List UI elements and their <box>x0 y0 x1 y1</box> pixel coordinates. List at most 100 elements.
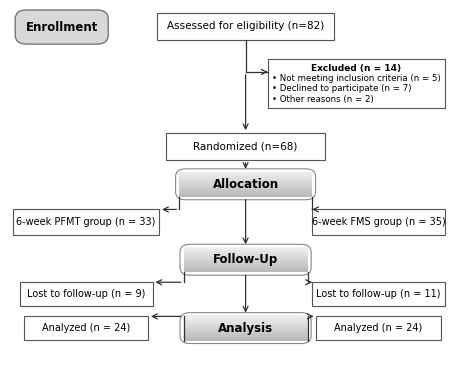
Bar <box>183 327 308 328</box>
Text: Analysis: Analysis <box>218 322 273 335</box>
Bar <box>183 319 308 320</box>
Bar <box>183 258 308 259</box>
FancyBboxPatch shape <box>317 316 440 340</box>
Bar <box>179 196 312 197</box>
Bar <box>179 176 312 177</box>
Bar <box>183 325 308 326</box>
FancyBboxPatch shape <box>157 13 334 40</box>
Bar <box>183 326 308 327</box>
Bar <box>179 187 312 188</box>
Bar <box>183 251 308 252</box>
Bar <box>183 335 308 336</box>
Bar <box>183 258 308 259</box>
Bar <box>183 325 308 326</box>
Text: 6-week FMS group (n = 35): 6-week FMS group (n = 35) <box>311 217 446 227</box>
Bar <box>179 178 312 179</box>
Bar <box>179 194 312 195</box>
FancyBboxPatch shape <box>24 316 148 340</box>
Bar <box>179 180 312 181</box>
Bar <box>179 179 312 180</box>
Bar <box>179 172 312 173</box>
Bar <box>183 338 308 339</box>
Bar <box>183 317 308 318</box>
Bar <box>179 185 312 186</box>
Text: Lost to follow-up (n = 11): Lost to follow-up (n = 11) <box>316 289 441 299</box>
Text: Enrollment: Enrollment <box>26 20 98 34</box>
Bar <box>183 326 308 327</box>
Bar <box>179 188 312 189</box>
Bar <box>183 321 308 322</box>
Bar <box>183 320 308 321</box>
Bar <box>183 315 308 316</box>
Bar <box>183 270 308 271</box>
Text: Follow-Up: Follow-Up <box>213 253 278 266</box>
Bar <box>183 269 308 270</box>
Bar <box>183 322 308 323</box>
Bar <box>179 186 312 187</box>
Bar <box>183 334 308 335</box>
Bar <box>183 247 308 248</box>
Bar <box>183 254 308 255</box>
Text: Excluded (n = 14): Excluded (n = 14) <box>311 64 401 73</box>
Bar <box>183 260 308 261</box>
Bar <box>183 271 308 272</box>
FancyBboxPatch shape <box>312 282 445 306</box>
Bar <box>183 253 308 254</box>
Bar <box>183 322 308 323</box>
Text: • Not meeting inclusion criteria (n = 5): • Not meeting inclusion criteria (n = 5) <box>272 74 441 83</box>
Bar <box>183 324 308 325</box>
Bar <box>179 195 312 196</box>
Bar <box>183 251 308 252</box>
Text: Assessed for eligibility (n=82): Assessed for eligibility (n=82) <box>167 21 324 31</box>
Bar <box>179 173 312 174</box>
Bar <box>183 247 308 248</box>
FancyBboxPatch shape <box>166 133 325 160</box>
Bar <box>183 267 308 268</box>
Text: 6-week PFMT group (n = 33): 6-week PFMT group (n = 33) <box>17 217 156 227</box>
Bar <box>183 250 308 251</box>
Bar <box>183 323 308 324</box>
Bar <box>179 173 312 174</box>
Bar <box>179 181 312 182</box>
Bar <box>183 252 308 253</box>
Text: Randomized (n=68): Randomized (n=68) <box>193 142 298 151</box>
Bar <box>183 261 308 262</box>
Bar <box>179 190 312 191</box>
Bar <box>179 193 312 194</box>
Bar <box>183 256 308 257</box>
Bar <box>183 263 308 264</box>
FancyBboxPatch shape <box>15 10 108 44</box>
Bar <box>179 177 312 178</box>
Bar <box>183 333 308 334</box>
FancyBboxPatch shape <box>312 210 445 235</box>
Bar <box>183 254 308 255</box>
Bar <box>179 183 312 184</box>
Bar <box>179 191 312 192</box>
Bar <box>179 182 312 183</box>
Bar <box>183 340 308 341</box>
Bar <box>183 316 308 317</box>
Bar <box>183 335 308 336</box>
Text: • Other reasons (n = 2): • Other reasons (n = 2) <box>272 95 374 104</box>
Bar <box>183 255 308 256</box>
Bar <box>183 318 308 319</box>
Bar <box>183 255 308 256</box>
Bar <box>183 329 308 330</box>
FancyBboxPatch shape <box>19 282 153 306</box>
Bar <box>179 178 312 179</box>
Bar <box>183 250 308 251</box>
Text: Analyzed (n = 24): Analyzed (n = 24) <box>42 323 130 333</box>
Bar <box>183 331 308 332</box>
Text: Analyzed (n = 24): Analyzed (n = 24) <box>334 323 423 333</box>
Bar <box>179 182 312 183</box>
Bar <box>179 175 312 176</box>
Bar <box>183 265 308 266</box>
Bar <box>183 332 308 333</box>
Bar <box>179 174 312 175</box>
Bar <box>183 339 308 340</box>
Bar <box>183 317 308 318</box>
Bar <box>179 184 312 185</box>
Bar <box>183 257 308 258</box>
Bar <box>183 262 308 263</box>
Text: • Declined to participate (n = 7): • Declined to participate (n = 7) <box>272 84 412 93</box>
